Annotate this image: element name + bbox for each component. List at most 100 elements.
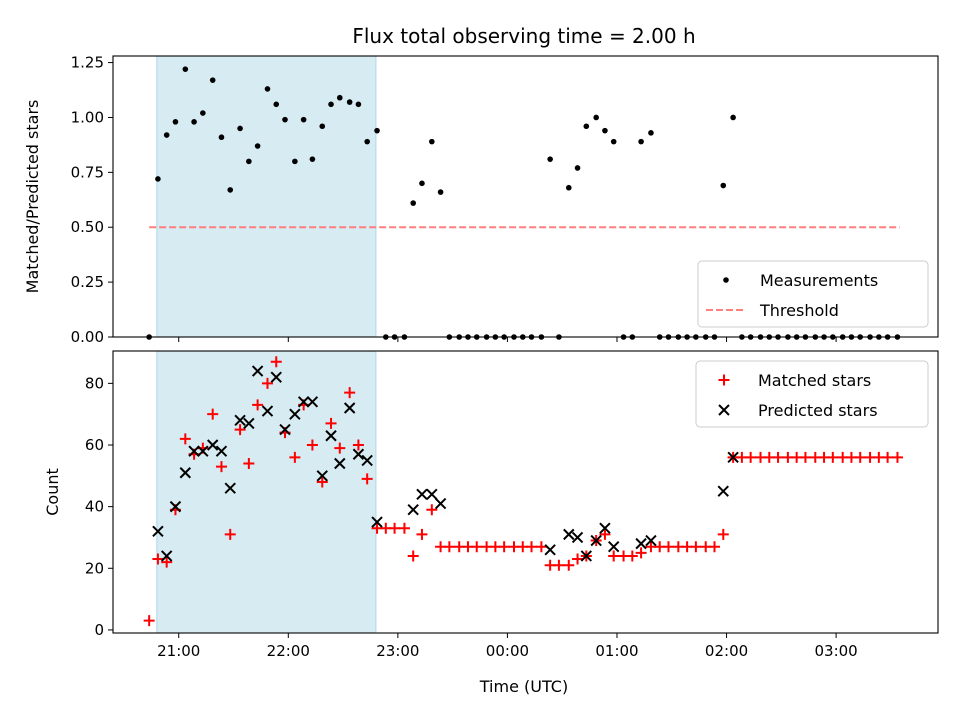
ratio-point-0-24 — [364, 138, 370, 145]
ratio-point-0-22 — [346, 99, 353, 105]
count-point-0-22 — [344, 387, 356, 399]
count-point-0-72 — [799, 451, 811, 463]
ratio-point-0-5 — [191, 119, 197, 125]
count-point-1-15 — [289, 408, 301, 420]
x-axis-label: Time (UTC) — [479, 677, 568, 696]
ratio-point-0-20 — [328, 101, 334, 108]
count-legend-box — [695, 360, 929, 428]
count-point-1-35 — [607, 540, 620, 553]
count-point-0-42 — [526, 541, 538, 553]
ratio-point-0-48 — [583, 123, 590, 130]
ratio-y-tick-label-3: 0.75 — [71, 163, 104, 181]
count-point-0-7 — [207, 408, 219, 420]
ratio-point-0-16 — [292, 158, 298, 165]
count-point-1-2 — [169, 500, 182, 513]
count-point-0-23 — [352, 439, 364, 451]
ratio-point-0-9 — [227, 187, 234, 193]
count-point-0-54 — [635, 547, 647, 559]
count-point-0-47 — [572, 553, 584, 565]
ratio-point-0-13 — [264, 86, 271, 92]
count-y-tick-label-4: 80 — [85, 374, 104, 392]
count-point-0-69 — [772, 451, 784, 463]
count-point-1-26 — [416, 488, 428, 501]
ratio-point-0-18 — [309, 156, 316, 162]
count-point-1-1 — [160, 550, 173, 562]
ratio-point-0-15 — [282, 116, 288, 123]
count-point-0-27 — [389, 522, 401, 534]
ratio-point-0-4 — [182, 66, 189, 72]
ratio-point-0-63 — [720, 182, 727, 189]
count-point-0-53 — [626, 550, 638, 562]
count-point-1-32 — [580, 550, 593, 562]
count-point-0-1 — [152, 553, 164, 565]
count-panel: 21:00 22:00 23:00 00:00 01:00 02:00 03:00 0 20 40… — [43, 350, 939, 660]
count-point-0-2 — [161, 556, 173, 568]
ratio-point-0-3 — [172, 119, 179, 125]
count-point-1-17 — [306, 396, 319, 408]
count-point-0-63 — [717, 528, 729, 540]
count-point-0-50 — [599, 528, 611, 540]
ratio-point-0-11 — [246, 158, 252, 165]
count-point-1-27 — [426, 488, 438, 501]
ratio-point-0-47 — [574, 165, 581, 171]
ratio-y-tick-label-0: 0.00 — [71, 328, 104, 346]
ratio-legend-label-0: Measurements — [760, 271, 878, 290]
x-tick-label-4: 01:00 — [595, 642, 638, 660]
count-point-1-19 — [325, 430, 337, 442]
count-point-0-9 — [224, 528, 236, 540]
ratio-point-0-25 — [374, 127, 380, 134]
ratio-point-0-23 — [355, 101, 362, 108]
count-point-1-6 — [206, 439, 219, 451]
count-point-0-46 — [563, 559, 575, 571]
count-point-1-29 — [544, 544, 556, 556]
count-point-0-19 — [316, 476, 328, 488]
x-tick-label-3: 00:00 — [486, 642, 529, 660]
ratio-point-0-46 — [565, 184, 572, 191]
count-point-1-39 — [727, 451, 739, 464]
count-point-1-9 — [234, 414, 246, 427]
count-point-1-11 — [251, 365, 264, 377]
count-point-1-13 — [270, 371, 282, 383]
count-point-1-23 — [361, 454, 373, 467]
count-point-1-7 — [215, 445, 228, 457]
ratio-point-0-50 — [602, 127, 608, 134]
count-point-0-29 — [407, 550, 419, 562]
count-point-0-57 — [662, 541, 674, 553]
count-point-0-78 — [854, 451, 866, 463]
ratio-legend: Measurements Threshold — [697, 260, 929, 328]
ratio-point-0-1 — [155, 176, 161, 182]
count-point-1-31 — [571, 531, 584, 544]
count-point-0-45 — [553, 559, 565, 571]
count-point-1-10 — [243, 417, 255, 430]
count-point-0-36 — [471, 541, 483, 553]
count-point-1-18 — [316, 470, 328, 482]
ratio-panel: 0.00 0.25 0.50 0.75 1.00 1.25 Matched/Predicte… — [23, 54, 939, 346]
count-point-1-30 — [563, 528, 575, 541]
count-point-0-13 — [261, 377, 273, 389]
ratio-point-0-32 — [437, 189, 444, 195]
count-point-1-5 — [197, 445, 209, 457]
count-point-1-33 — [590, 534, 602, 547]
ratio-point-0-44 — [547, 156, 553, 162]
ratio-y-tick-label-4: 1.00 — [71, 108, 104, 126]
count-series-1 — [152, 365, 739, 562]
ratio-point-0-6 — [200, 110, 206, 116]
count-point-0-12 — [252, 399, 264, 411]
x-tick-label-5: 02:00 — [705, 642, 748, 660]
count-point-1-22 — [352, 448, 365, 460]
ratio-point-0-64 — [730, 114, 736, 121]
ratio-observing-span — [156, 55, 377, 338]
count-point-0-8 — [215, 461, 227, 473]
count-legend-handle-1 — [718, 404, 730, 416]
count-point-0-51 — [608, 550, 620, 562]
ratio-point-0-19 — [319, 123, 326, 130]
count-point-1-28 — [434, 497, 447, 510]
count-observing-span — [156, 350, 377, 634]
count-point-1-14 — [279, 423, 291, 436]
count-point-1-20 — [334, 457, 346, 470]
count-legend-label-1: Predicted stars — [758, 401, 878, 420]
count-series-0 — [143, 356, 903, 627]
ratio-legend-label-1: Threshold — [759, 301, 839, 320]
count-point-0-21 — [334, 442, 346, 454]
count-point-1-12 — [261, 405, 274, 417]
